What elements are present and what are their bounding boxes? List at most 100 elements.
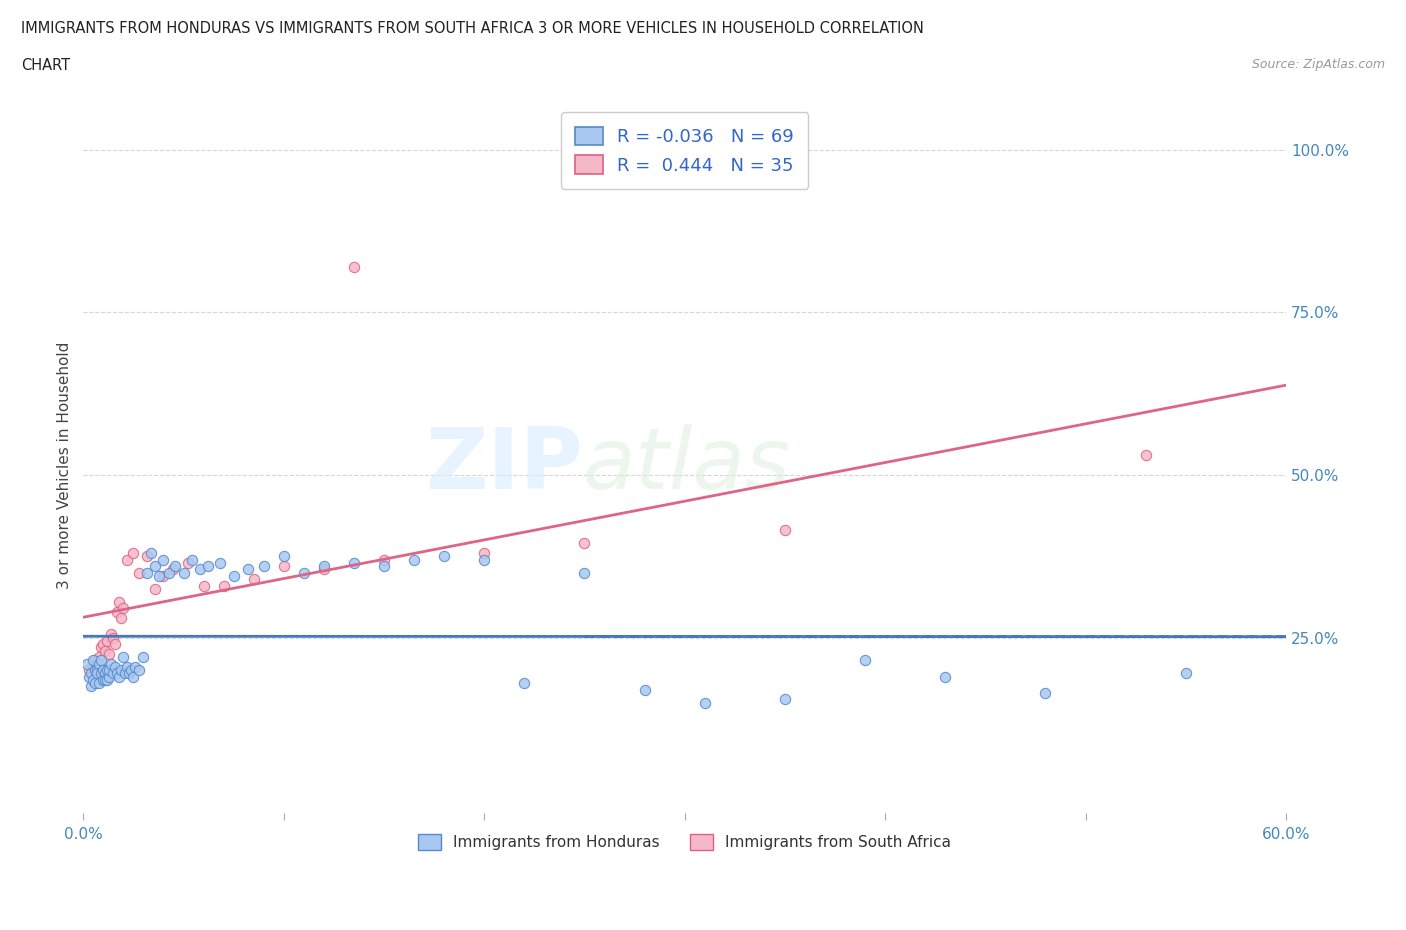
Text: ZIP: ZIP xyxy=(425,424,582,507)
Point xyxy=(90,653,112,668)
Point xyxy=(236,562,259,577)
Point xyxy=(136,565,159,580)
Point xyxy=(82,653,104,668)
Point xyxy=(633,682,655,697)
Point xyxy=(100,627,122,642)
Point xyxy=(128,662,150,677)
Point xyxy=(132,650,155,665)
Text: Source: ZipAtlas.com: Source: ZipAtlas.com xyxy=(1251,58,1385,71)
Point xyxy=(94,672,117,687)
Point xyxy=(104,659,127,674)
Point xyxy=(105,604,128,619)
Point xyxy=(273,549,295,564)
Point xyxy=(94,666,117,681)
Point xyxy=(373,559,395,574)
Point xyxy=(343,555,366,570)
Point xyxy=(402,552,425,567)
Point xyxy=(98,646,121,661)
Point xyxy=(122,669,145,684)
Point xyxy=(574,536,596,551)
Point xyxy=(312,562,335,577)
Point xyxy=(222,568,245,583)
Point xyxy=(96,633,118,648)
Point xyxy=(104,637,127,652)
Point xyxy=(152,568,174,583)
Point xyxy=(176,555,198,570)
Point xyxy=(90,640,112,655)
Point xyxy=(91,662,114,677)
Point xyxy=(162,562,184,577)
Point xyxy=(145,581,167,596)
Point xyxy=(165,559,187,574)
Point xyxy=(86,662,108,677)
Point xyxy=(98,662,121,677)
Point xyxy=(110,611,132,626)
Point xyxy=(117,659,139,674)
Point xyxy=(292,565,315,580)
Point xyxy=(112,601,135,616)
Point xyxy=(1035,685,1057,700)
Point xyxy=(173,565,195,580)
Point xyxy=(86,657,108,671)
Text: atlas: atlas xyxy=(582,424,790,507)
Point xyxy=(94,644,117,658)
Point xyxy=(773,523,796,538)
Point xyxy=(110,662,132,677)
Point xyxy=(124,659,146,674)
Point xyxy=(79,662,101,677)
Point xyxy=(208,555,231,570)
Point xyxy=(148,568,170,583)
Point xyxy=(136,549,159,564)
Point xyxy=(103,631,125,645)
Point xyxy=(373,552,395,567)
Point xyxy=(118,666,141,681)
Point xyxy=(472,546,495,561)
Point xyxy=(188,562,211,577)
Point xyxy=(89,675,111,690)
Point xyxy=(128,565,150,580)
Point xyxy=(574,565,596,580)
Point xyxy=(91,637,114,652)
Point xyxy=(120,662,142,677)
Point xyxy=(76,657,98,671)
Point xyxy=(312,559,335,574)
Point xyxy=(84,653,107,668)
Point xyxy=(212,578,235,593)
Point xyxy=(1135,448,1157,463)
Point xyxy=(693,695,716,710)
Point xyxy=(82,672,104,687)
Point xyxy=(141,546,163,561)
Text: CHART: CHART xyxy=(21,58,70,73)
Point xyxy=(90,666,112,681)
Point xyxy=(273,559,295,574)
Point xyxy=(159,565,181,580)
Point xyxy=(145,559,167,574)
Point xyxy=(513,675,536,690)
Point xyxy=(98,669,121,684)
Point xyxy=(934,669,956,684)
Point xyxy=(108,594,131,609)
Point xyxy=(773,692,796,707)
Point xyxy=(253,559,276,574)
Point xyxy=(84,662,107,677)
Point xyxy=(82,659,104,674)
Point xyxy=(853,653,876,668)
Point xyxy=(86,666,108,681)
Legend: Immigrants from Honduras, Immigrants from South Africa: Immigrants from Honduras, Immigrants fro… xyxy=(411,827,959,857)
Point xyxy=(197,559,219,574)
Point xyxy=(242,572,264,587)
Point xyxy=(108,669,131,684)
Point xyxy=(103,666,125,681)
Point xyxy=(105,666,128,681)
Point xyxy=(80,679,103,694)
Point xyxy=(433,549,456,564)
Text: IMMIGRANTS FROM HONDURAS VS IMMIGRANTS FROM SOUTH AFRICA 3 OR MORE VEHICLES IN H: IMMIGRANTS FROM HONDURAS VS IMMIGRANTS F… xyxy=(21,21,924,36)
Point xyxy=(180,552,202,567)
Point xyxy=(122,546,145,561)
Point xyxy=(84,675,107,690)
Point xyxy=(472,552,495,567)
Point xyxy=(91,672,114,687)
Point xyxy=(96,662,118,677)
Point xyxy=(80,666,103,681)
Point xyxy=(114,666,136,681)
